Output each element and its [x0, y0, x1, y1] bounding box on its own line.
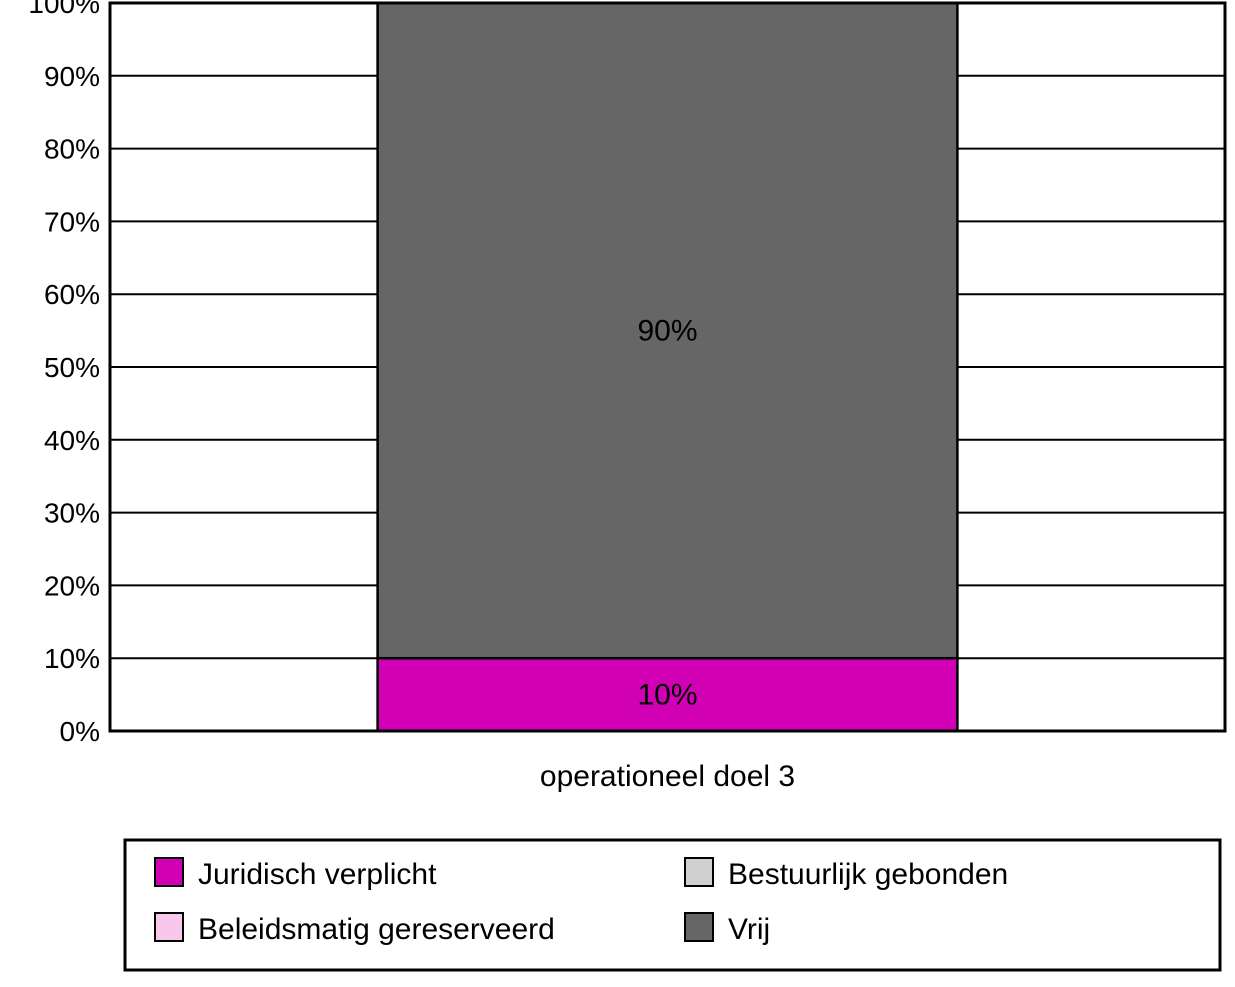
y-tick-label: 20% [44, 570, 100, 601]
y-tick-label: 30% [44, 498, 100, 529]
x-category-label: operationeel doel 3 [540, 760, 795, 793]
stacked-bar-chart: 10% 90% 0% 10% 20% 30% 40% 50% 60% 70% 80% 90% 100% o… [0, 0, 1235, 987]
legend-label: Juridisch verplicht [198, 858, 437, 891]
legend-swatch [155, 913, 183, 941]
y-tick-label: 60% [44, 279, 100, 310]
y-tick-label: 10% [44, 643, 100, 674]
legend-swatch [155, 858, 183, 886]
y-tick-label: 70% [44, 206, 100, 237]
y-tick-label: 40% [44, 425, 100, 456]
bar-segment-label: 10% [637, 679, 697, 712]
y-tick-label: 90% [44, 61, 100, 92]
legend-label: Vrij [728, 913, 770, 946]
y-tick-label: 100% [28, 0, 100, 19]
chart-wrapper: 10% 90% 0% 10% 20% 30% 40% 50% 60% 70% 80% 90% 100% o… [0, 0, 1235, 987]
legend-swatch [685, 858, 713, 886]
y-tick-label: 80% [44, 134, 100, 165]
y-tick-label: 0% [60, 716, 100, 747]
legend-label: Bestuurlijk gebonden [728, 858, 1008, 891]
legend-label: Beleidsmatig gereserveerd [198, 913, 555, 946]
legend-swatch [685, 913, 713, 941]
y-tick-label: 50% [44, 352, 100, 383]
bar-segment-label: 90% [637, 315, 697, 348]
